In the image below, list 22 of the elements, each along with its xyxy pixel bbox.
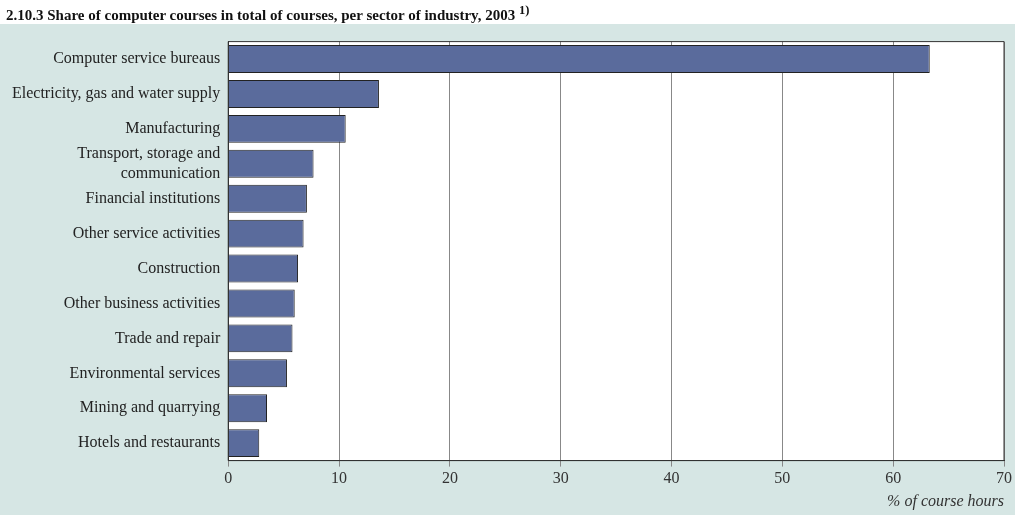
y-tick-label: Computer service bureaus: [53, 49, 221, 68]
x-tick-label: 20: [441, 469, 458, 487]
y-tick-label: Mining and quarrying: [79, 398, 221, 417]
y-tick-label: Manufacturing: [125, 119, 221, 138]
y-tick-label: Construction: [137, 258, 221, 276]
y-tick-label: Hotels and restaurants: [78, 433, 221, 451]
x-tick-label: 60: [885, 469, 902, 487]
x-tick-label: 50: [774, 469, 791, 487]
y-tick-label: Transport, storage and communication: [77, 144, 221, 181]
y-tick-label: Electricity, gas and water supply: [11, 84, 221, 103]
x-tick-label: 30: [552, 469, 569, 487]
x-tick-label: 40: [663, 469, 680, 487]
y-tick-label: Financial institutions: [85, 188, 221, 206]
y-tick-label: Environmental services: [69, 363, 221, 381]
y-tick-label: Trade and repair: [115, 328, 221, 347]
x-tick-label: 0: [224, 469, 233, 487]
x-tick-label: 70: [996, 469, 1012, 487]
x-axis-title: % of course hours: [887, 491, 1004, 510]
y-tick-label: Other service activities: [72, 223, 221, 241]
y-tick-label: Other business activities: [63, 293, 221, 311]
chart-title: 2.10.3 Share of computer courses in total of courses, per sector of industry, 2003 $^{1)}$: [0, 0, 1015, 24]
x-tick-label: 10: [331, 469, 348, 487]
